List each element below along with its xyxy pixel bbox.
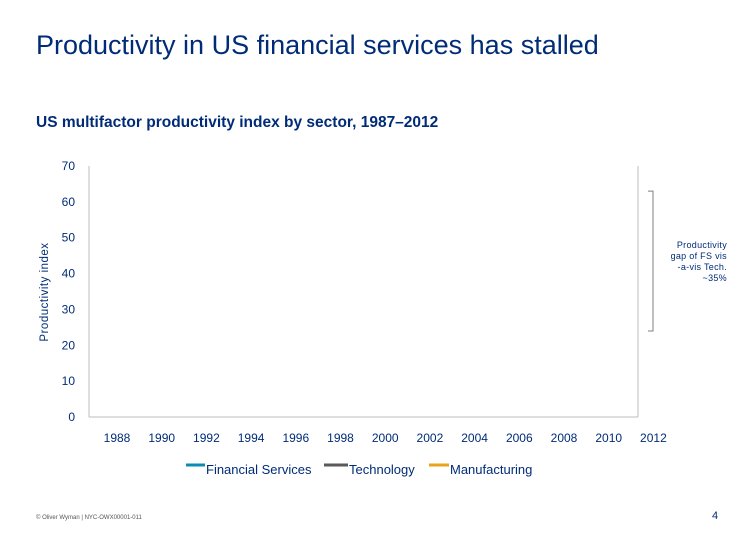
y-axis-label: Productivity index — [39, 242, 51, 341]
x-tick-label: 2012 — [640, 431, 667, 445]
x-tick-label: 2006 — [506, 431, 533, 445]
y-tick-label: 10 — [62, 374, 76, 388]
footer-copyright: © Oliver Wyman | NYC-OWX00001-011 — [36, 515, 142, 521]
x-tick-label: 2008 — [551, 431, 578, 445]
y-axis: 0 10 20 30 40 50 60 70 — [62, 159, 90, 424]
gap-bracket — [648, 190, 654, 332]
y-tick-label: 60 — [62, 195, 76, 209]
gap-annotation-line: -a-vis Tech. — [678, 262, 727, 272]
gap-annotation: Productivity gap of FS vis -a-vis Tech. ~35… — [648, 190, 728, 332]
y-tick-label: 30 — [62, 302, 76, 316]
legend-label: Manufacturing — [450, 462, 532, 477]
x-tick-label: 1996 — [282, 431, 309, 445]
x-tick-label: 2000 — [372, 431, 399, 445]
x-tick-label: 1998 — [327, 431, 354, 445]
gap-annotation-text: Productivity gap of FS vis -a-vis Tech. ~35… — [671, 240, 728, 283]
x-tick-label: 2002 — [417, 431, 444, 445]
y-tick-label: 20 — [62, 338, 76, 352]
slide-title: Productivity in US financial services ha… — [36, 30, 599, 60]
legend: Financial Services Technology Manufacturin… — [186, 462, 532, 477]
y-tick-label: 0 — [68, 410, 75, 424]
page-number: 4 — [712, 510, 719, 522]
x-tick-label: 1990 — [148, 431, 175, 445]
x-tick-labels: 1988 1990 1992 1994 1996 1998 2000 2002 2004 2006… — [104, 431, 667, 445]
x-tick-label: 2010 — [595, 431, 622, 445]
gap-annotation-line: ~35% — [703, 273, 727, 283]
x-tick-label: 2004 — [461, 431, 488, 445]
x-tick-label: 1992 — [193, 431, 220, 445]
y-tick-label: 40 — [62, 267, 76, 281]
x-axis: 1988 1990 1992 1994 1996 1998 2000 2002 2004 2006… — [89, 416, 667, 445]
y-tick-label: 70 — [62, 159, 76, 173]
gap-annotation-line: Productivity — [677, 240, 727, 250]
y-tick-label: 50 — [62, 231, 76, 245]
legend-label: Technology — [349, 462, 415, 477]
x-tick-label: 1994 — [238, 431, 265, 445]
x-tick-label: 1988 — [104, 431, 131, 445]
chart-subtitle: US multifactor productivity index by sec… — [36, 114, 439, 131]
y-tick-labels: 0 10 20 30 40 50 60 70 — [62, 159, 76, 424]
legend-label: Financial Services — [206, 462, 312, 477]
gap-annotation-line: gap of FS vis — [671, 251, 728, 261]
